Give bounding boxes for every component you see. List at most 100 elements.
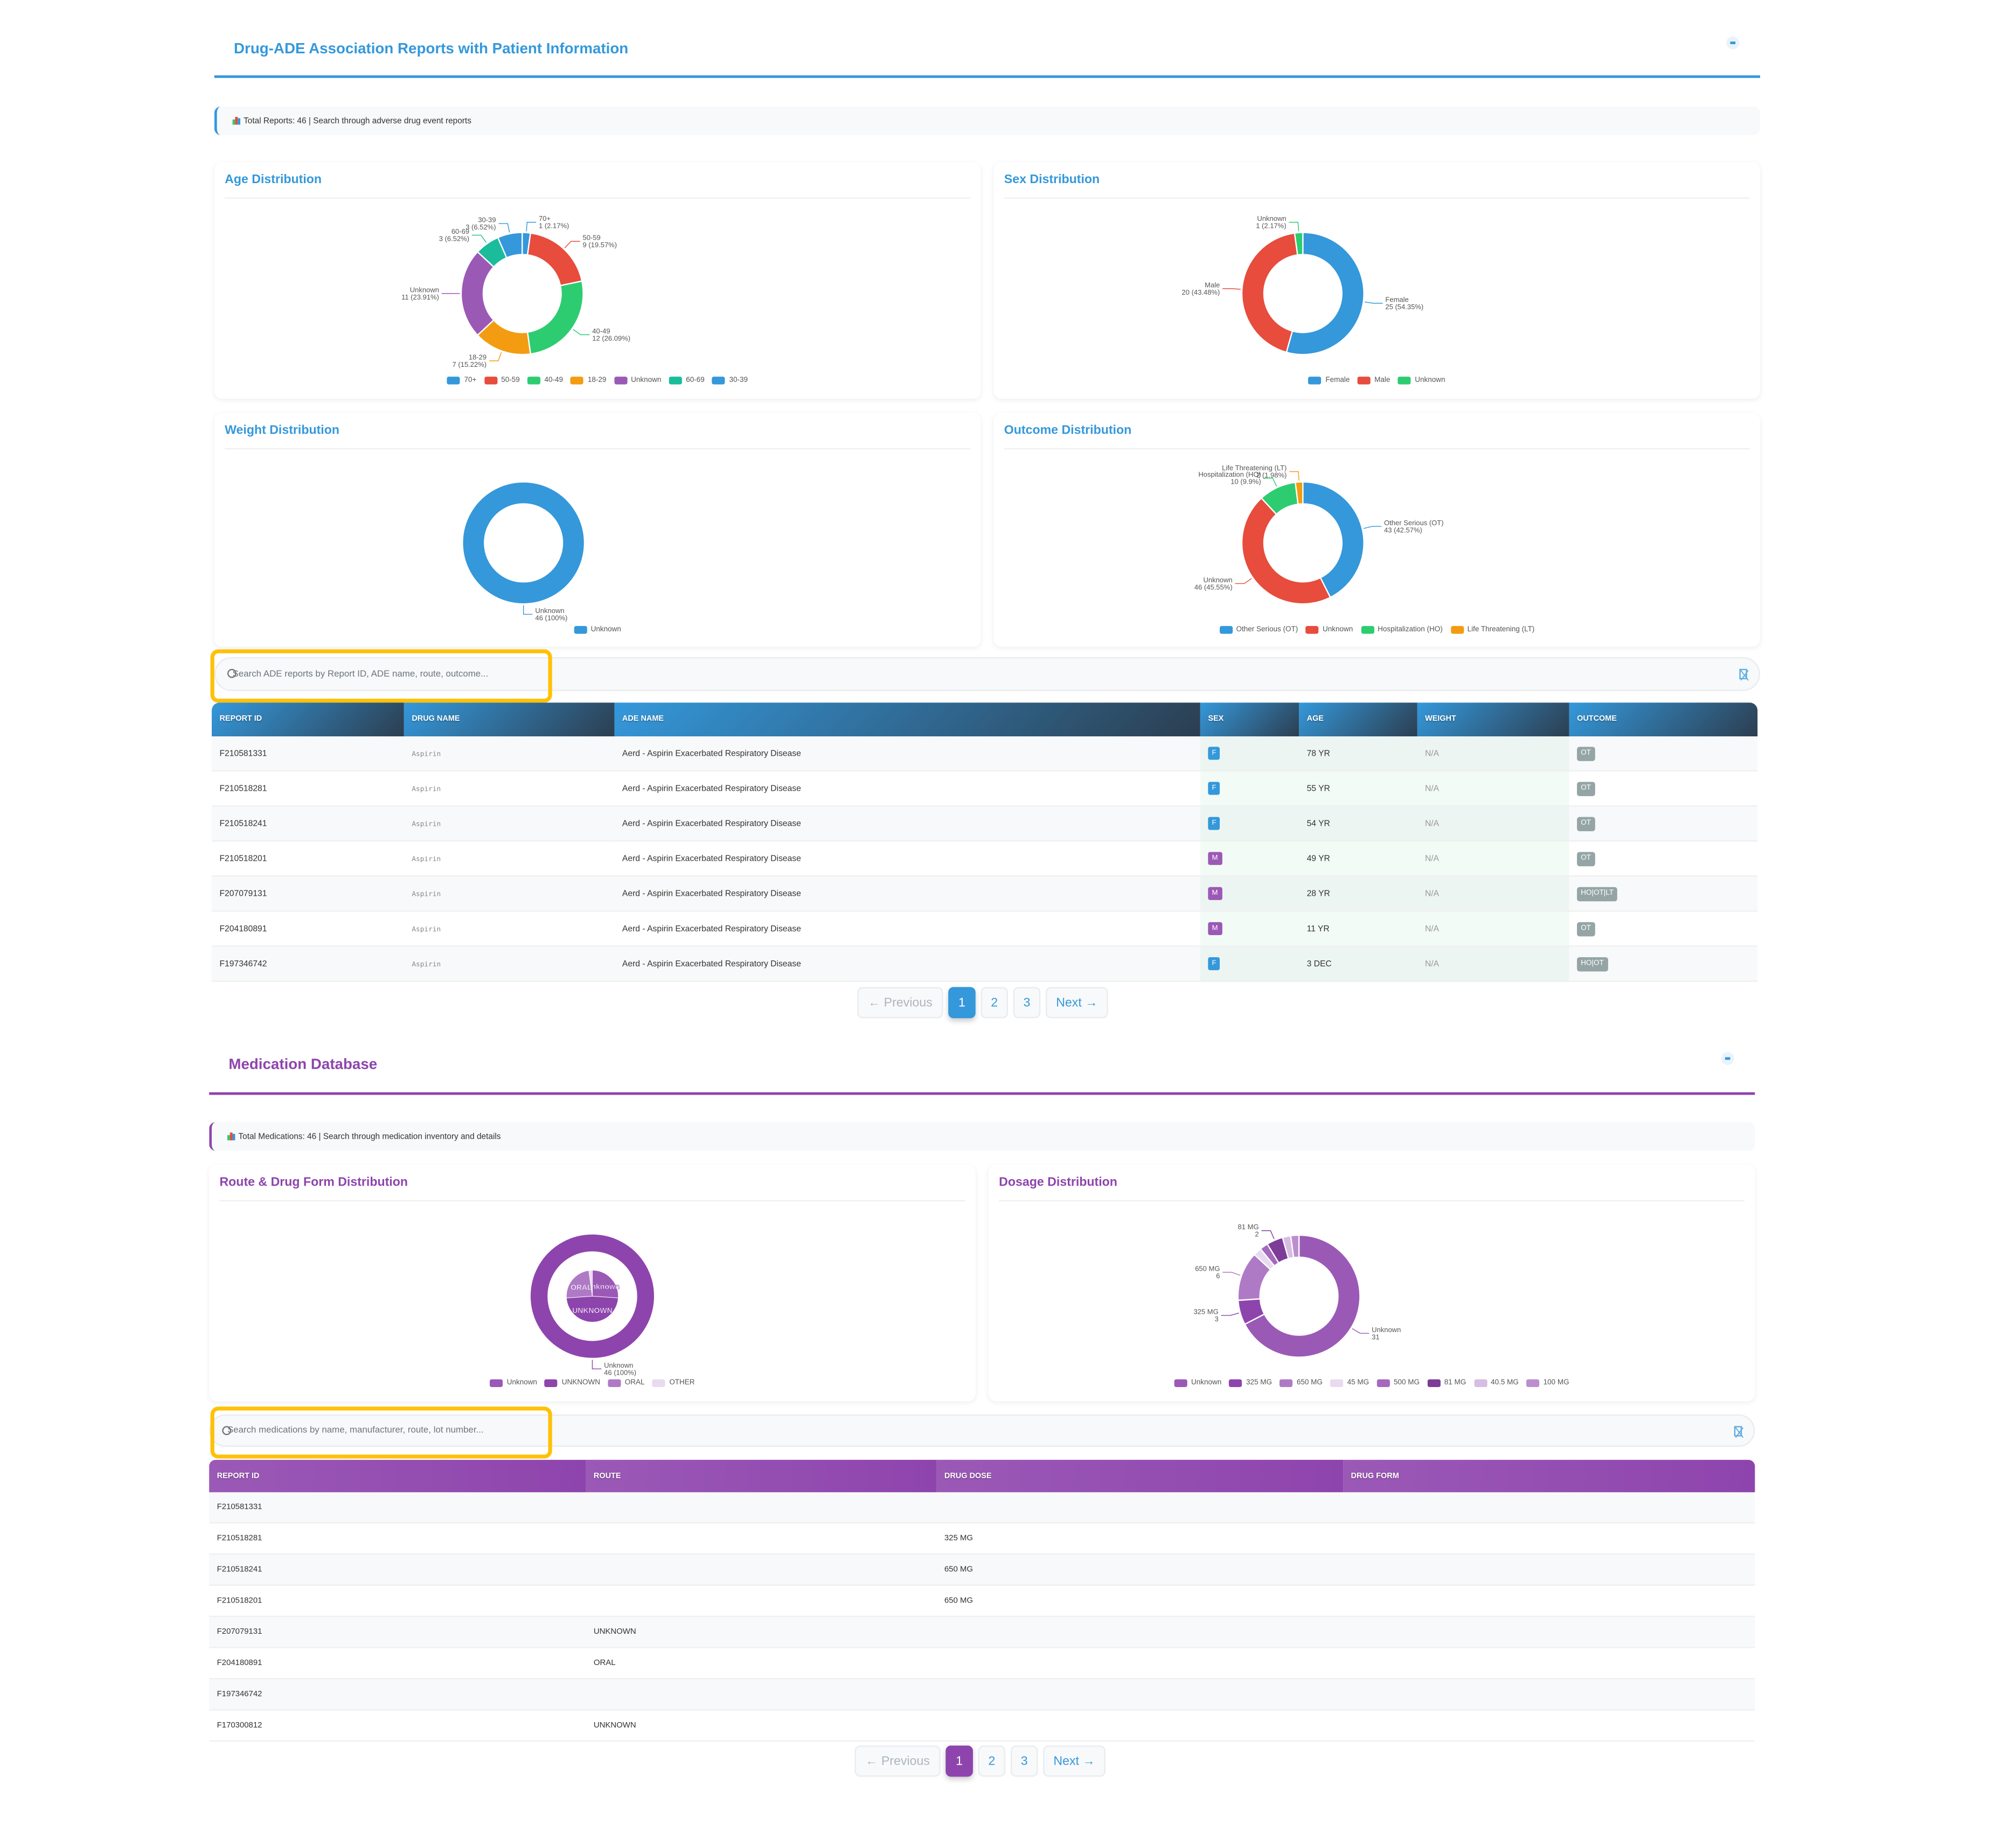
page-2-button[interactable]: 2 — [978, 1745, 1006, 1777]
legend-item-unknown[interactable]: Unknown — [1398, 377, 1445, 385]
legend-item-40-5-mg[interactable]: 40.5 MG — [1473, 1379, 1519, 1388]
legend-item-unknown[interactable]: Unknown — [614, 377, 661, 385]
legend-item-45-mg[interactable]: 45 MG — [1330, 1379, 1369, 1388]
weight-cell: N/A — [1417, 946, 1569, 982]
page-3-button[interactable]: 3 — [1013, 987, 1041, 1019]
legend-item-unknown[interactable]: Unknown — [1174, 1379, 1221, 1388]
table-row[interactable]: F207079131 UNKNOWN — [209, 1616, 1755, 1648]
slice-life-threatening-lt[interactable] — [1294, 481, 1304, 505]
legend-item-325-mg[interactable]: 325 MG — [1229, 1379, 1272, 1388]
next-page-button[interactable]: Next → — [1045, 987, 1108, 1019]
page-3-button[interactable]: 3 — [1010, 1745, 1038, 1777]
legend-label: 40-49 — [544, 377, 564, 385]
slice-unknown[interactable] — [1241, 497, 1331, 605]
table-row[interactable]: F204180891 Aspirin Aerd - Aspirin Exacerba… — [212, 911, 1758, 947]
slice-label: Unknown 46 (45.55%) — [1194, 576, 1233, 591]
drug-name: Aspirin — [412, 820, 441, 828]
column-header-drug-form[interactable]: DRUG FORM — [1343, 1460, 1755, 1493]
clear-search-icon[interactable] — [1739, 668, 1749, 681]
legend-item-60-69[interactable]: 60-69 — [669, 377, 705, 385]
minus-icon — [1725, 1057, 1730, 1060]
slice-unknown[interactable] — [1243, 1234, 1361, 1358]
slice-unknown[interactable] — [529, 1233, 656, 1360]
route-cell: UNKNOWN — [586, 1710, 937, 1742]
table-row[interactable]: F197346742 Aspirin Aerd - Aspirin Exacerba… — [212, 946, 1758, 982]
outcome-badge: OT — [1577, 781, 1595, 796]
legend-item-18-29[interactable]: 18-29 — [571, 377, 606, 385]
slice-30-39[interactable] — [497, 232, 523, 259]
table-row[interactable]: F197346742 — [209, 1678, 1755, 1711]
slice-unknown[interactable] — [1294, 232, 1304, 256]
legend-item-50-59[interactable]: 50-59 — [484, 377, 520, 385]
med-search-input[interactable]: Search medications by name, manufacturer… — [209, 1414, 1755, 1447]
table-row[interactable]: F210581331 — [209, 1492, 1755, 1524]
collapse-ade-button[interactable] — [1726, 36, 1740, 50]
outcome-badge: OT — [1577, 816, 1595, 831]
weight-value: N/A — [1424, 959, 1440, 969]
legend-item-other-serious-ot[interactable]: Other Serious (OT) — [1219, 626, 1298, 634]
legend-item-30-39[interactable]: 30-39 — [712, 377, 748, 385]
legend-item-650-mg[interactable]: 650 MG — [1280, 1379, 1323, 1388]
clear-search-icon[interactable] — [1734, 1425, 1743, 1437]
legend-item-81-mg[interactable]: 81 MG — [1427, 1379, 1466, 1388]
legend-item-40-49[interactable]: 40-49 — [527, 377, 564, 385]
page-2-button[interactable]: 2 — [981, 987, 1009, 1019]
slice-male[interactable] — [1241, 232, 1298, 353]
previous-page-button[interactable]: ← Previous — [857, 987, 943, 1019]
legend-item-100-mg[interactable]: 100 MG — [1526, 1379, 1569, 1388]
legend-item-70[interactable]: 70+ — [447, 377, 476, 385]
inner-slice-oral[interactable] — [566, 1270, 593, 1299]
ade-search-input[interactable]: Search ADE reports by Report ID, ADE nam… — [214, 657, 1761, 691]
inner-slice-unknown[interactable] — [566, 1295, 619, 1322]
page-1-button[interactable]: 1 — [948, 987, 976, 1019]
column-header-age[interactable]: AGE — [1299, 702, 1417, 737]
legend-item-life-threatening-lt[interactable]: Life Threatening (LT) — [1450, 626, 1534, 634]
table-row[interactable]: F210518241 Aspirin Aerd - Aspirin Exacerba… — [212, 806, 1758, 842]
sex-badge: F — [1208, 817, 1220, 830]
drug-form-cell — [1343, 1678, 1755, 1711]
previous-page-button[interactable]: ← Previous — [854, 1745, 941, 1777]
table-row[interactable]: F207079131 Aspirin Aerd - Aspirin Exacerba… — [212, 876, 1758, 912]
legend-item-hospitalization-ho[interactable]: Hospitalization (HO) — [1360, 626, 1443, 634]
legend-item-500-mg[interactable]: 500 MG — [1377, 1379, 1420, 1388]
table-row[interactable]: F170300812 UNKNOWN — [209, 1710, 1755, 1742]
legend-item-male[interactable]: Male — [1357, 377, 1390, 385]
column-header-weight[interactable]: WEIGHT — [1417, 702, 1569, 737]
column-header-outcome[interactable]: OUTCOME — [1569, 702, 1758, 737]
table-row[interactable]: F210581331 Aspirin Aerd - Aspirin Exacerba… — [212, 736, 1758, 772]
next-page-button[interactable]: Next → — [1043, 1745, 1106, 1777]
column-header-report-id[interactable]: REPORT ID — [212, 702, 404, 737]
column-header-drug-name[interactable]: DRUG NAME — [404, 702, 615, 737]
column-header-sex[interactable]: SEX — [1200, 702, 1299, 737]
slice-female[interactable] — [1285, 232, 1365, 356]
legend-item-unknown[interactable]: UNKNOWN — [545, 1379, 600, 1388]
legend-item-unknown[interactable]: Unknown — [490, 1379, 537, 1388]
collapse-med-button[interactable] — [1721, 1051, 1734, 1065]
slice-unknown[interactable] — [462, 481, 586, 605]
column-header-ade-name[interactable]: ADE NAME — [614, 702, 1200, 737]
inner-slice-unknown[interactable] — [592, 1270, 619, 1299]
table-row[interactable]: F210518281 Aspirin Aerd - Aspirin Exacerba… — [212, 770, 1758, 807]
table-row[interactable]: F210518241 650 MG — [209, 1554, 1755, 1586]
column-header-route[interactable]: ROUTE — [586, 1460, 937, 1493]
table-row[interactable]: F210518201 650 MG — [209, 1585, 1755, 1617]
page-1-button[interactable]: 1 — [946, 1745, 973, 1777]
legend-item-unknown[interactable]: Unknown — [1305, 626, 1353, 634]
weight-cell: N/A — [1417, 736, 1569, 772]
column-header-report-id[interactable]: REPORT ID — [209, 1460, 586, 1493]
slice-unknown[interactable] — [460, 250, 495, 336]
column-header-drug-dose[interactable]: DRUG DOSE — [936, 1460, 1344, 1493]
legend-item-unknown[interactable]: Unknown — [574, 626, 621, 634]
legend-item-other[interactable]: OTHER — [652, 1379, 695, 1388]
route-chart-title: Route & Drug Form Distribution — [219, 1175, 408, 1190]
legend-item-oral[interactable]: ORAL — [608, 1379, 645, 1388]
table-row[interactable]: F204180891 ORAL — [209, 1647, 1755, 1680]
ade-name-cell: Aerd - Aspirin Exacerbated Respiratory D… — [614, 946, 1200, 982]
slice-other-serious-ot[interactable] — [1302, 481, 1365, 598]
table-row[interactable]: F210518201 Aspirin Aerd - Aspirin Exacerba… — [212, 841, 1758, 877]
inner-slice-other[interactable] — [588, 1270, 593, 1297]
table-row[interactable]: F210518281 325 MG — [209, 1523, 1755, 1555]
legend-item-female[interactable]: Female — [1309, 377, 1350, 385]
slice-100-mg[interactable] — [1290, 1234, 1300, 1258]
slice-40-49[interactable] — [526, 280, 584, 355]
